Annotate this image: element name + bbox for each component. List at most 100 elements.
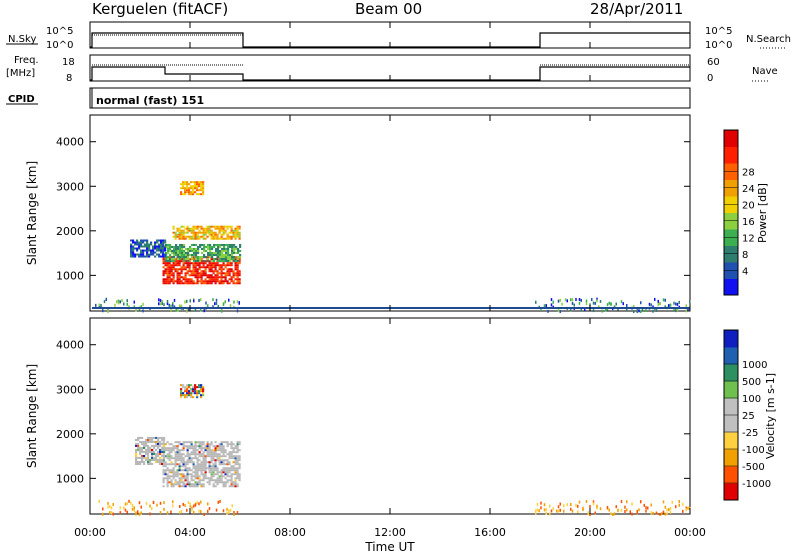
- power-cell: [170, 308, 172, 312]
- velocity-cell: [224, 477, 227, 480]
- power-cell: [192, 262, 195, 265]
- velocity-cell: [224, 473, 227, 476]
- power-cell: [152, 249, 155, 252]
- velocity-cell: [174, 447, 177, 450]
- power-cell: [216, 278, 219, 281]
- velocity-cell: [664, 512, 666, 516]
- power-cell: [184, 268, 187, 271]
- velocity-cell: [222, 471, 225, 474]
- power-cell: [233, 259, 236, 262]
- power-cell: [190, 227, 193, 230]
- velocity-cell: [164, 449, 167, 452]
- power-cell: [594, 301, 596, 305]
- velocity-cell: [137, 462, 140, 465]
- velocity-cell: [210, 477, 213, 480]
- velocity-cell: [224, 451, 227, 454]
- velocity-cell: [226, 471, 229, 474]
- power-cell: [584, 308, 586, 312]
- velocity-cell: [198, 445, 201, 448]
- velocity-cell: [164, 463, 167, 466]
- power-cell: [210, 280, 213, 283]
- velocity-cell: [172, 445, 175, 448]
- power-cell: [228, 237, 231, 240]
- power-cell: [130, 251, 133, 254]
- power-cell: [227, 257, 230, 260]
- power-cell: [212, 270, 215, 273]
- power-cell: [190, 237, 193, 240]
- power-cell: [218, 268, 221, 271]
- power-cell: [212, 233, 215, 236]
- power-cell: [187, 259, 190, 262]
- velocity-cell: [236, 451, 239, 454]
- power-cell: [209, 245, 212, 248]
- power-cell: [133, 300, 135, 304]
- power-cell: [176, 264, 179, 267]
- power-cell: [202, 231, 205, 234]
- power-cell: [180, 268, 183, 271]
- velocity-cell: [212, 457, 215, 460]
- velocity-cell: [131, 507, 134, 511]
- power-cell: [200, 274, 203, 277]
- velocity-cell: [196, 396, 199, 399]
- velocity-cell: [230, 485, 233, 488]
- power-cell: [592, 301, 595, 305]
- velocity-cell: [194, 465, 197, 468]
- nsearch-label: N.Search: [746, 34, 791, 45]
- velocity-cell: [229, 508, 232, 512]
- velocity-cell: [650, 503, 652, 507]
- power-cell: [208, 225, 211, 228]
- power-cell: [200, 278, 203, 281]
- velocity-cell: [224, 459, 227, 462]
- velocity-cell: [145, 438, 148, 441]
- power-cell: [183, 245, 186, 248]
- power-cell: [580, 298, 582, 302]
- power-cell: [233, 245, 236, 248]
- power-cell: [204, 272, 207, 275]
- power-cell: [196, 181, 199, 184]
- velocity-cell: [186, 384, 189, 387]
- power-cell: [183, 253, 186, 256]
- velocity-cell: [112, 502, 114, 506]
- velocity-cell: [645, 506, 647, 510]
- power-cell: [227, 249, 230, 252]
- velocity-cell: [196, 449, 199, 452]
- power-cell: [228, 270, 231, 273]
- velocity-cell: [188, 445, 191, 448]
- velocity-cell: [191, 506, 193, 510]
- velocity-cell: [587, 511, 589, 515]
- velocity-cell: [538, 509, 540, 513]
- velocity-cell: [194, 475, 197, 478]
- power-cell: [219, 249, 222, 252]
- velocity-cell: [220, 459, 223, 462]
- power-cell: [234, 268, 237, 271]
- power-cell: [180, 229, 183, 232]
- power-cell: [180, 235, 183, 238]
- power-cell: [176, 278, 179, 281]
- power-cell: [217, 253, 220, 256]
- power-cell: [222, 233, 225, 236]
- power-cell: [208, 276, 211, 279]
- power-cell: [191, 257, 194, 260]
- cpid-label: CPID: [8, 94, 35, 105]
- velocity-cell: [168, 457, 171, 460]
- velocity-cell: [563, 509, 565, 513]
- velocity-cell: [200, 447, 203, 450]
- velocity-cell: [198, 441, 201, 444]
- power-cell: [138, 255, 141, 258]
- power-cell: [219, 245, 222, 248]
- freq-trace: [90, 66, 690, 81]
- velocity-cell: [159, 458, 162, 461]
- velocity-cell: [161, 438, 164, 441]
- power-cell: [182, 278, 185, 281]
- velocity-cell: [194, 390, 197, 393]
- power-cell: [132, 247, 135, 250]
- power-cell: [190, 229, 193, 232]
- velocity-cell: [222, 469, 225, 472]
- power-cell: [164, 262, 167, 265]
- velocity-cell: [212, 445, 215, 448]
- power-cell: [123, 302, 125, 306]
- power-cell: [184, 231, 187, 234]
- velocity-cell: [549, 504, 551, 508]
- velocity-cell: [228, 510, 230, 514]
